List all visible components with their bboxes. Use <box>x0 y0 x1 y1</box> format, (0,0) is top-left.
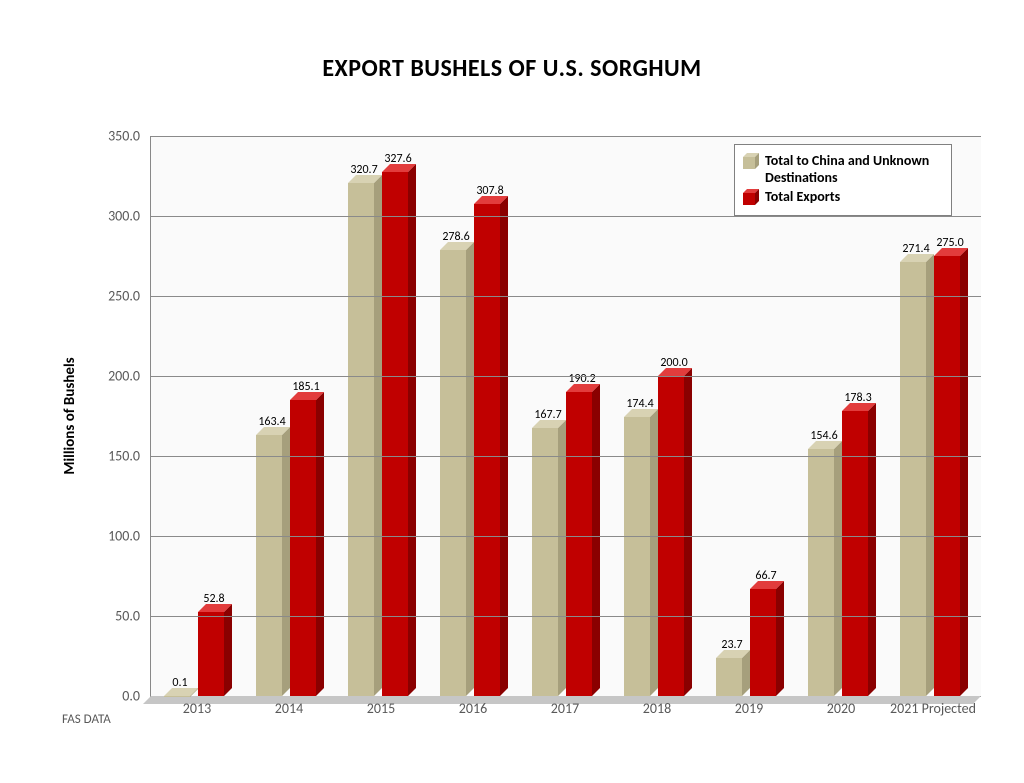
bar <box>808 441 842 696</box>
x-tick-label: 2017 <box>551 700 579 717</box>
bar <box>658 368 692 696</box>
bar <box>624 409 658 696</box>
bar-value-label: 327.6 <box>378 152 418 166</box>
bar-value-label: 178.3 <box>838 391 878 405</box>
gridline <box>151 536 981 537</box>
x-tick-label: 2019 <box>735 700 763 717</box>
bar-value-label: 66.7 <box>746 569 786 583</box>
legend: Total to China and Unknown Destinations … <box>734 144 952 216</box>
x-tick-label: 2021 Projected <box>890 700 976 717</box>
x-tick-label: 2013 <box>183 700 211 717</box>
legend-label: Total to China and Unknown Destinations <box>765 153 943 187</box>
bar <box>934 248 968 696</box>
bar-value-label: 307.8 <box>470 184 510 198</box>
bar-value-label: 185.1 <box>286 380 326 394</box>
bar <box>256 427 290 696</box>
y-tick-label: 300.0 <box>85 208 140 225</box>
bar <box>566 384 600 696</box>
legend-swatch-icon <box>743 191 757 205</box>
bar-value-label: 0.1 <box>160 676 200 690</box>
bar <box>290 392 324 696</box>
bar <box>750 581 784 696</box>
bar <box>198 604 232 696</box>
gridline <box>151 296 981 297</box>
y-tick-label: 0.0 <box>85 688 140 705</box>
bar <box>474 196 508 696</box>
chart-footnote: FAS DATA <box>62 712 111 727</box>
x-tick-label: 2020 <box>827 700 855 717</box>
gridline <box>151 136 981 137</box>
x-tick-label: 2014 <box>275 700 303 717</box>
bar-value-label: 275.0 <box>930 236 970 250</box>
bar-value-label: 174.4 <box>620 397 660 411</box>
bar-value-label: 200.0 <box>654 356 694 370</box>
bar-value-label: 190.2 <box>562 372 602 386</box>
bar-value-label: 278.6 <box>436 230 476 244</box>
bar <box>440 242 474 696</box>
gridline <box>151 616 981 617</box>
x-tick-label: 2015 <box>367 700 395 717</box>
y-tick-label: 150.0 <box>85 448 140 465</box>
legend-item: Total Exports <box>743 189 943 206</box>
y-tick-label: 100.0 <box>85 528 140 545</box>
chart-title: EXPORT BUSHELS OF U.S. SORGHUM <box>0 54 1024 83</box>
y-tick-label: 200.0 <box>85 368 140 385</box>
x-tick-label: 2018 <box>643 700 671 717</box>
y-tick-label: 50.0 <box>85 608 140 625</box>
gridline <box>151 456 981 457</box>
x-tick-label: 2016 <box>459 700 487 717</box>
bar <box>900 254 934 696</box>
legend-item: Total to China and Unknown Destinations <box>743 153 943 187</box>
legend-label: Total Exports <box>765 189 840 206</box>
y-tick-label: 350.0 <box>85 128 140 145</box>
bar-value-label: 52.8 <box>194 592 234 606</box>
legend-swatch-icon <box>743 155 757 169</box>
bar <box>716 650 750 696</box>
bar-value-label: 167.7 <box>528 408 568 422</box>
gridline <box>151 376 981 377</box>
y-tick-label: 250.0 <box>85 288 140 305</box>
bar <box>348 175 382 696</box>
y-axis-title: Millions of Bushels <box>61 357 79 474</box>
bar-value-label: 154.6 <box>804 429 844 443</box>
bar <box>532 420 566 696</box>
chart-container: EXPORT BUSHELS OF U.S. SORGHUM Millions … <box>0 0 1024 783</box>
bar-value-label: 163.4 <box>252 415 292 429</box>
bar-value-label: 23.7 <box>712 638 752 652</box>
bar <box>842 403 876 696</box>
